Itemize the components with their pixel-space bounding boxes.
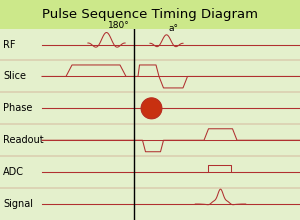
- Text: Phase: Phase: [3, 103, 32, 113]
- Text: Signal: Signal: [3, 199, 33, 209]
- Text: 180°: 180°: [108, 21, 130, 30]
- Polygon shape: [141, 98, 162, 119]
- Text: Pulse Sequence Timing Diagram: Pulse Sequence Timing Diagram: [42, 8, 258, 21]
- Text: ADC: ADC: [3, 167, 24, 177]
- Text: RF: RF: [3, 40, 16, 50]
- Text: Readout: Readout: [3, 135, 43, 145]
- Text: a°: a°: [168, 24, 178, 33]
- Text: Slice: Slice: [3, 72, 26, 81]
